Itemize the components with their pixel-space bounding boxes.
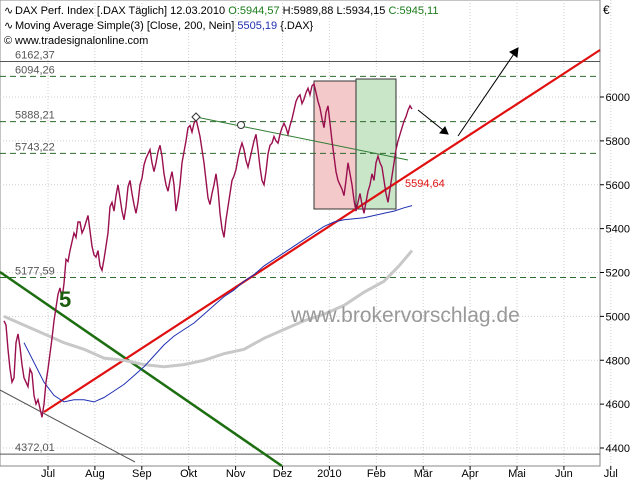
- plot-area: [0, 0, 601, 467]
- x-tick-label: 2010: [317, 468, 341, 480]
- horizontal-grid: [0, 96, 600, 449]
- y-axis-ticks: 4400 4600 4800 5000 5200 5400 5600 5800 6000: [600, 92, 630, 455]
- chart-header: ∿ DAX Perf. Index [.DAX Täglich] 12.03.2…: [4, 5, 438, 47]
- copyright-icon: ©: [4, 35, 12, 47]
- y-tick-label: 5400: [606, 224, 630, 236]
- site-url: www.tradesignalonline.com: [14, 35, 148, 47]
- level-label: 4372,01: [15, 442, 55, 454]
- quote-open: O:5944,57: [228, 5, 279, 17]
- y-tick-label: 4600: [606, 399, 630, 411]
- header-line1: DAX Perf. Index [.DAX Täglich] 12.03.201…: [15, 5, 438, 17]
- x-tick-label: Jun: [555, 468, 573, 480]
- x-tick-label: Dez: [273, 468, 293, 480]
- y-tick-label: 4400: [606, 443, 630, 455]
- y-tick-label: 5600: [606, 180, 630, 192]
- currency-symbol: €: [603, 3, 610, 17]
- x-tick-label: Aug: [85, 468, 105, 480]
- level-label: 5177,59: [15, 266, 55, 278]
- y-tick-label: 5200: [606, 268, 630, 280]
- y-tick-label: 5000: [606, 311, 630, 323]
- y-tick-label: 6000: [606, 92, 630, 104]
- forecast-arrows: [417, 47, 519, 137]
- support-trend-line: [43, 49, 601, 413]
- arrow-up-leg: [457, 47, 519, 137]
- level-label: 6162,37: [15, 49, 55, 61]
- x-tick-label: Mär: [414, 468, 433, 480]
- level-label: 5743,22: [15, 141, 55, 153]
- header-icon-line1: ∿: [4, 5, 13, 17]
- x-tick-label: Feb: [367, 468, 386, 480]
- long-moving-average: [3, 249, 414, 369]
- x-tick-label: Mai: [508, 468, 526, 480]
- ma-suffix: {.DAX}: [280, 20, 313, 32]
- level-labels: 6162,37 6094,26 5888,21 5743,22 5177,59 4372,…: [15, 49, 55, 454]
- quote-high: H:5989,88: [283, 5, 334, 17]
- upper-resistance-line: [195, 116, 409, 161]
- x-tick-label: Okt: [180, 468, 197, 480]
- diamond-marker: [191, 112, 201, 122]
- x-axis-ticks: Jul Aug Sep Okt Nov Dez 2010 Feb Mär Apr Mai Jun Jul: [41, 466, 618, 480]
- level-label: 5888,21: [15, 110, 55, 122]
- moving-average-200: [23, 205, 413, 403]
- y-tick-label: 4800: [606, 355, 630, 367]
- arrow-down-head: [439, 126, 449, 135]
- ma-label: Moving Average Simple(3) [Close, 200, Ne…: [15, 20, 234, 32]
- x-tick-label: Nov: [226, 468, 246, 480]
- price-series: [3, 82, 413, 418]
- header-icon-line2: ∿: [4, 20, 13, 32]
- x-tick-label: Sep: [132, 468, 152, 480]
- x-tick-label: Jul: [604, 468, 618, 480]
- x-tick-label: Jul: [41, 468, 55, 480]
- arrow-up-head: [509, 47, 519, 58]
- header-line2: Moving Average Simple(3) [Close, 200, Ne…: [15, 20, 314, 32]
- lower-channel-line: [0, 389, 136, 463]
- support-value-label: 5594,64: [405, 178, 445, 190]
- quote-low: L:5934,15: [336, 5, 385, 17]
- x-tick-label: Apr: [462, 468, 479, 480]
- wave-count-label: 5: [59, 287, 71, 312]
- instrument-name: DAX Perf. Index [.DAX Täglich]: [15, 5, 167, 17]
- watermark: www.brokervorschlag.de: [290, 304, 520, 327]
- price-levels: [0, 60, 600, 455]
- quote-date: 12.03.2010: [170, 5, 225, 17]
- level-label: 6094,26: [15, 64, 55, 76]
- circle-marker: [237, 121, 245, 129]
- quote-close: C:5945,11: [388, 5, 438, 17]
- ma-value: 5505,19: [237, 20, 277, 32]
- y-tick-label: 5800: [606, 136, 630, 148]
